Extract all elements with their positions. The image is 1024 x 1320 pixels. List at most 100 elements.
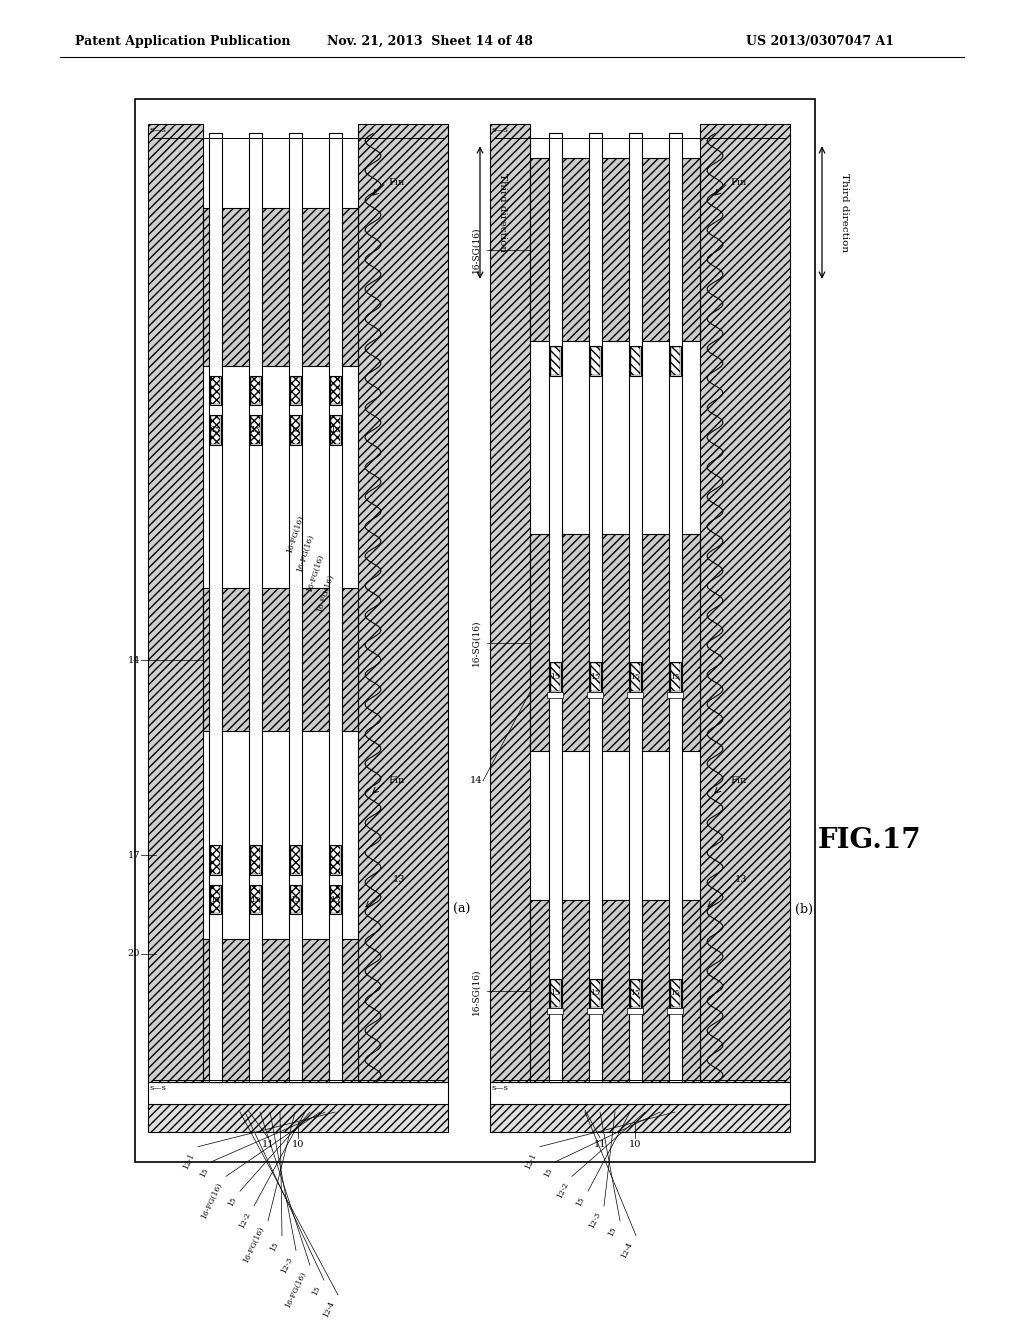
Text: 13: 13 — [393, 875, 406, 884]
Bar — [627, 692, 643, 698]
Text: 15: 15 — [290, 895, 300, 904]
Text: US 2013/0307047 A1: US 2013/0307047 A1 — [746, 36, 894, 48]
Bar — [551, 979, 560, 1007]
Bar — [630, 978, 641, 1008]
Text: 13: 13 — [735, 875, 748, 884]
Bar — [251, 886, 260, 913]
Text: 15: 15 — [574, 1196, 586, 1208]
Bar — [148, 1104, 449, 1131]
Bar — [591, 347, 600, 375]
Text: 15: 15 — [543, 1167, 554, 1179]
Bar — [671, 347, 680, 375]
Text: 15: 15 — [590, 673, 600, 681]
Bar — [490, 1082, 790, 1104]
Text: 15: 15 — [630, 673, 640, 681]
Text: 15: 15 — [250, 426, 260, 434]
Bar — [210, 416, 221, 445]
Bar — [587, 692, 603, 698]
Text: 14: 14 — [469, 776, 482, 785]
Text: 15: 15 — [550, 673, 560, 681]
Bar — [490, 1104, 790, 1131]
Bar — [331, 376, 340, 404]
Bar — [331, 416, 340, 444]
Text: 14: 14 — [128, 656, 140, 665]
Text: (a): (a) — [453, 903, 470, 916]
Bar — [203, 939, 358, 1082]
Bar — [290, 376, 301, 405]
Bar — [627, 1008, 643, 1014]
Bar — [291, 846, 300, 874]
Text: 15: 15 — [210, 895, 220, 904]
Bar — [250, 845, 261, 875]
Bar — [587, 1008, 603, 1014]
Text: 15: 15 — [550, 990, 560, 998]
Text: s—s: s—s — [492, 1084, 509, 1093]
Text: 16-FG(16): 16-FG(16) — [295, 533, 314, 573]
Text: 12-3: 12-3 — [280, 1255, 294, 1275]
Bar — [290, 416, 301, 445]
Text: 15: 15 — [670, 990, 680, 998]
Bar — [211, 846, 220, 874]
Bar — [250, 376, 261, 405]
Text: 15: 15 — [310, 1286, 322, 1298]
Text: 16-FG(16): 16-FG(16) — [242, 1226, 266, 1265]
Bar — [630, 663, 641, 692]
Text: 15: 15 — [330, 895, 340, 904]
Bar — [551, 347, 560, 375]
Bar — [591, 663, 600, 690]
Bar — [670, 346, 681, 376]
Text: 16-SG(16): 16-SG(16) — [471, 227, 480, 273]
Bar — [590, 978, 601, 1008]
Text: FIG.17: FIG.17 — [818, 826, 922, 854]
Bar — [330, 416, 341, 445]
Bar — [331, 846, 340, 874]
Text: 11: 11 — [262, 1139, 274, 1148]
Text: 12-4: 12-4 — [620, 1241, 634, 1259]
Text: 16-SG(16): 16-SG(16) — [471, 619, 480, 665]
Text: 15: 15 — [250, 895, 260, 904]
Text: 12-1: 12-1 — [181, 1151, 196, 1171]
Bar — [291, 886, 300, 913]
Bar — [590, 663, 601, 692]
Bar — [289, 133, 302, 1082]
Text: (b): (b) — [795, 903, 813, 916]
Bar — [135, 99, 815, 1162]
Bar — [210, 845, 221, 875]
Bar — [631, 347, 640, 375]
Bar — [547, 1008, 563, 1014]
Text: 10: 10 — [629, 1139, 641, 1148]
Bar — [490, 124, 530, 1082]
Text: Nov. 21, 2013  Sheet 14 of 48: Nov. 21, 2013 Sheet 14 of 48 — [327, 36, 532, 48]
Bar — [667, 1008, 683, 1014]
Bar — [290, 845, 301, 875]
Bar — [329, 133, 342, 1082]
Bar — [330, 376, 341, 405]
Text: 15: 15 — [226, 1196, 238, 1208]
Bar — [251, 846, 260, 874]
Bar — [203, 589, 358, 731]
Text: 12-2: 12-2 — [238, 1210, 252, 1230]
Bar — [670, 978, 681, 1008]
Text: 12-3: 12-3 — [588, 1210, 602, 1230]
Bar — [211, 416, 220, 444]
Text: Third direction: Third direction — [498, 173, 507, 252]
Bar — [551, 663, 560, 690]
Bar — [211, 376, 220, 404]
Bar — [530, 533, 700, 751]
Bar — [250, 416, 261, 445]
Text: 16-SG(16): 16-SG(16) — [471, 969, 480, 1015]
Bar — [630, 346, 641, 376]
Text: 15: 15 — [590, 990, 600, 998]
Text: 15: 15 — [670, 673, 680, 681]
Bar — [209, 133, 222, 1082]
Bar — [547, 692, 563, 698]
Bar — [700, 124, 790, 1082]
Bar — [210, 376, 221, 405]
Text: 15: 15 — [268, 1241, 280, 1253]
Bar — [549, 133, 562, 1082]
Text: s—s: s—s — [492, 127, 509, 135]
Text: 16-FG(16): 16-FG(16) — [305, 553, 325, 593]
Bar — [331, 886, 340, 913]
Bar — [251, 376, 260, 404]
Text: Fin: Fin — [730, 776, 746, 785]
